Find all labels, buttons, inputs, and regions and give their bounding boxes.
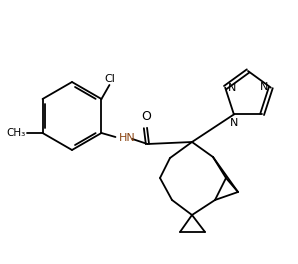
Text: N: N: [228, 83, 237, 93]
Text: CH₃: CH₃: [6, 128, 26, 138]
Text: O: O: [142, 110, 151, 123]
Text: HN: HN: [118, 133, 135, 143]
Text: N: N: [260, 82, 268, 92]
Text: Cl: Cl: [104, 74, 115, 84]
Text: N: N: [230, 119, 238, 128]
